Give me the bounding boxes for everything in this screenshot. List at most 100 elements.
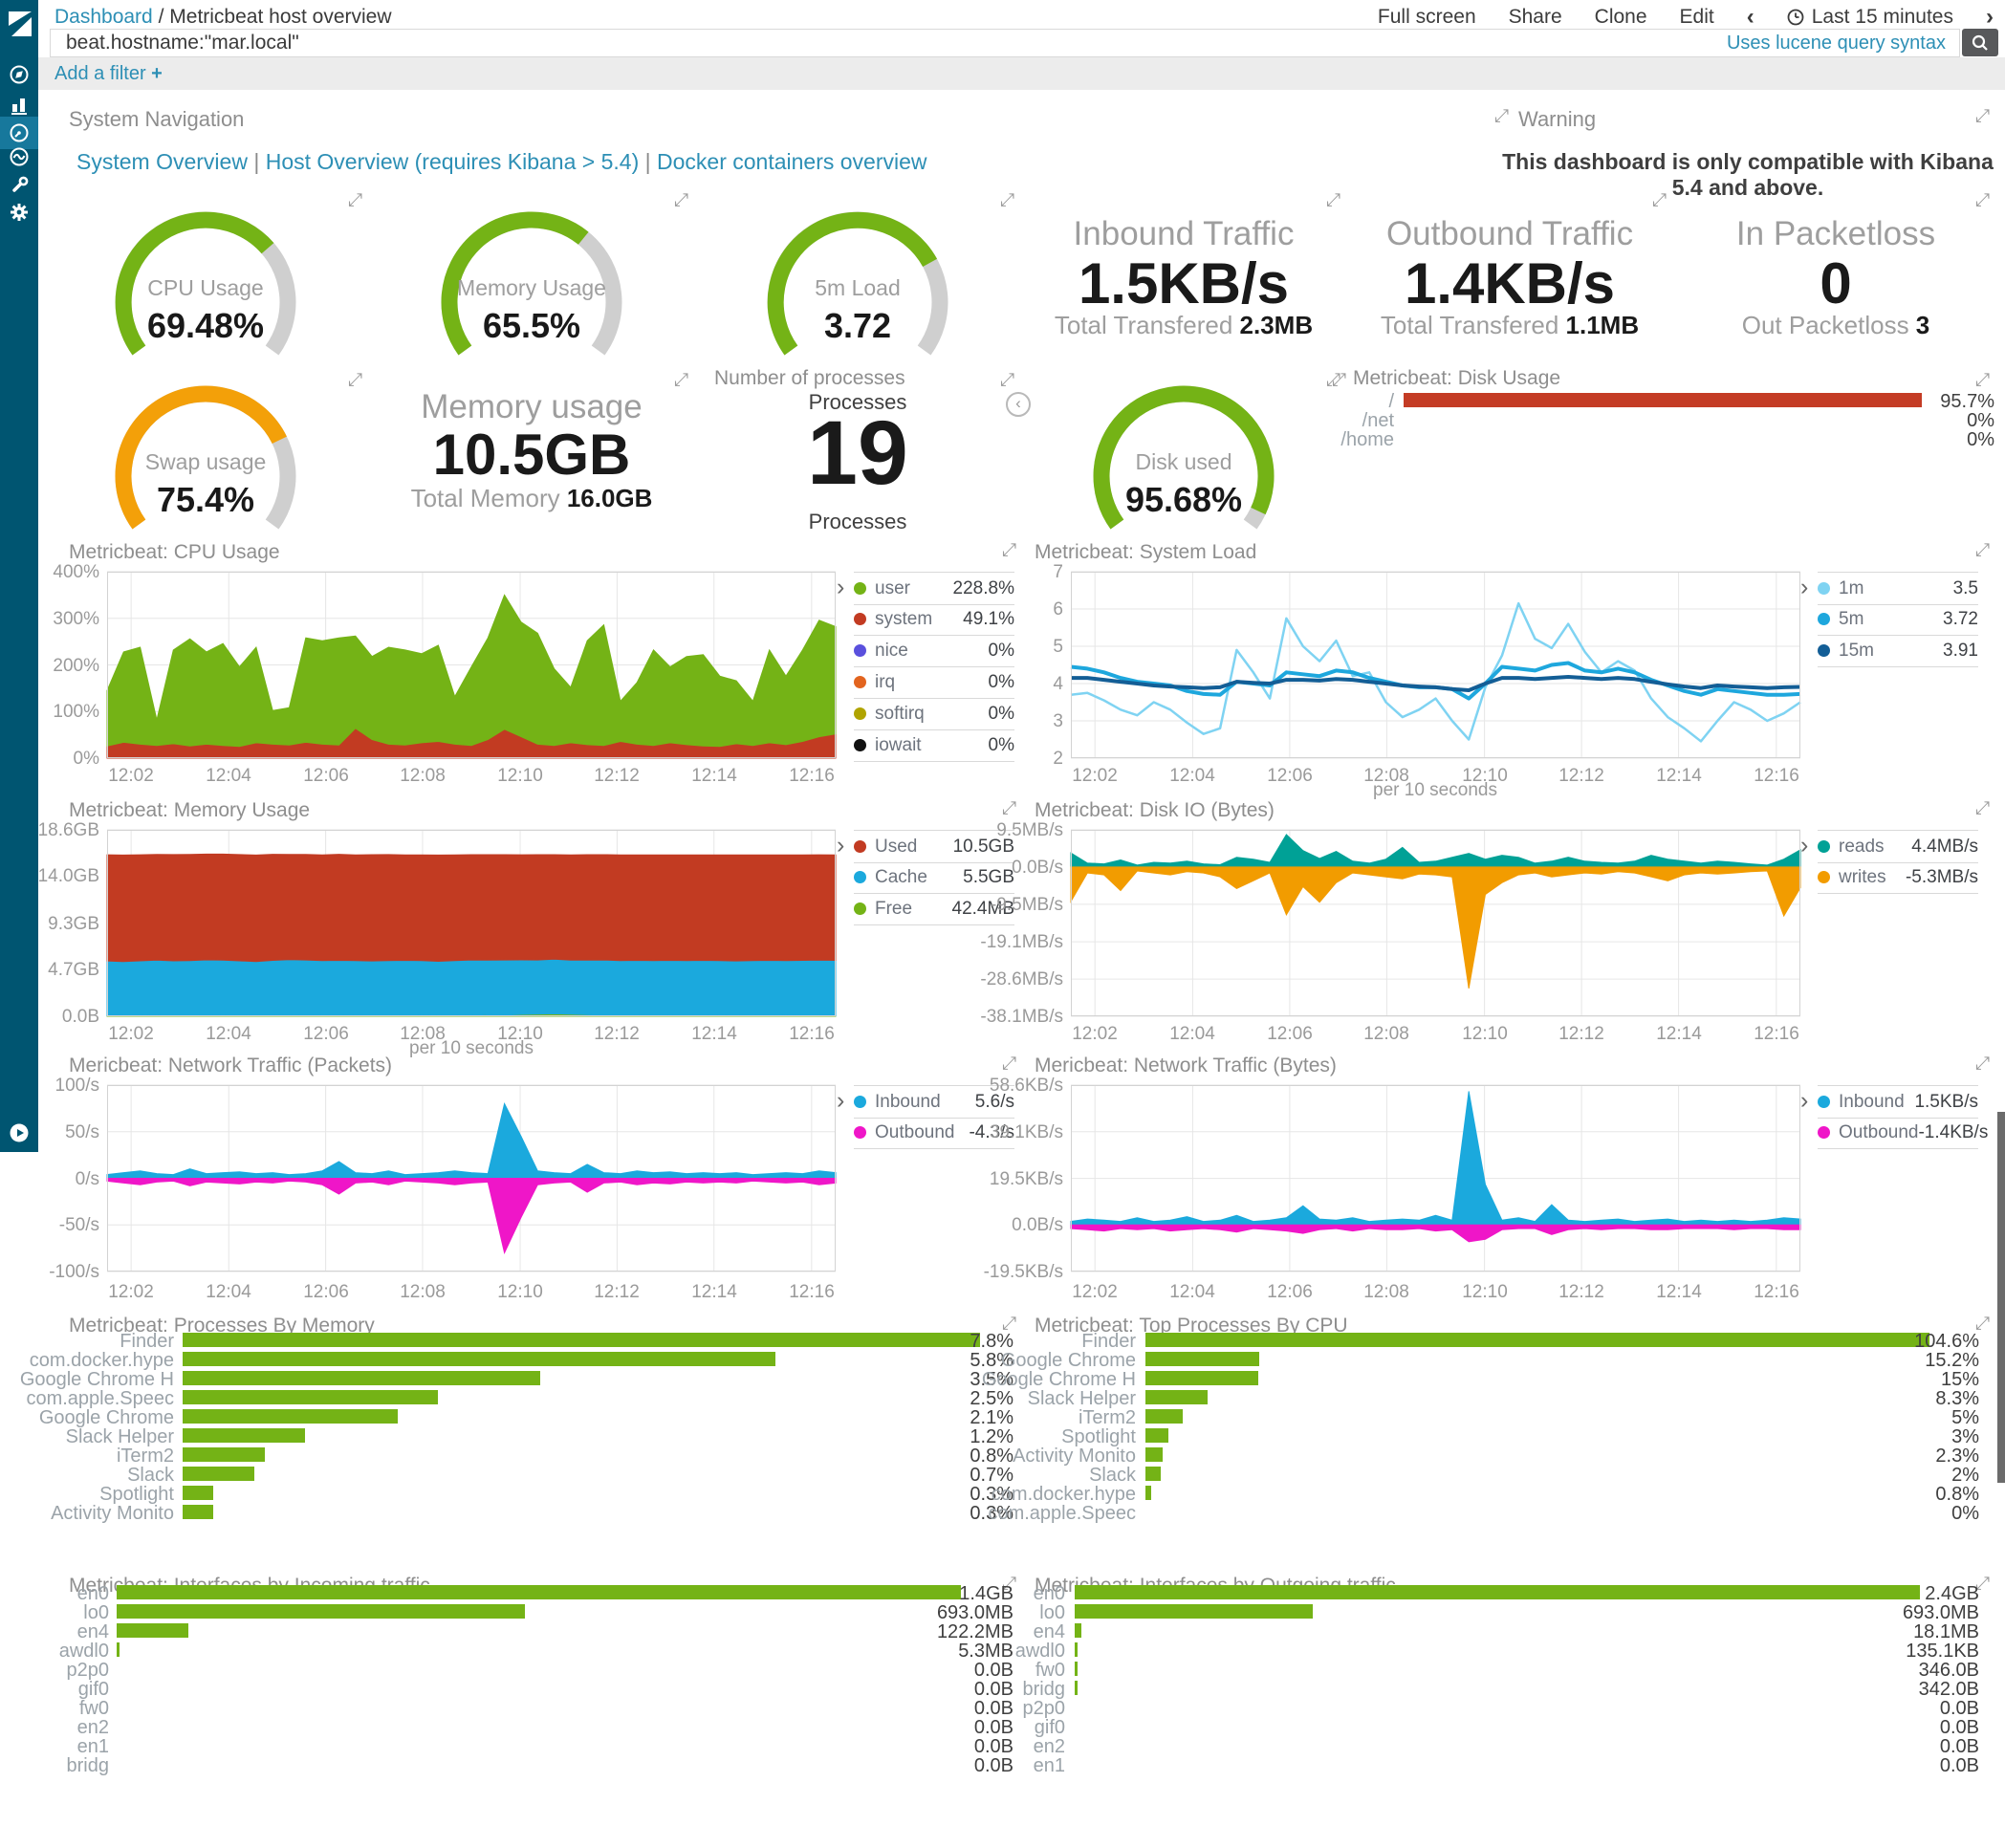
bar-row-value: 0.3% [970, 1503, 1013, 1524]
timelion-icon[interactable] [9, 146, 30, 167]
expand-panel-icon[interactable]: ⤢ [1002, 1054, 1017, 1074]
expand-panel-icon[interactable]: ⤢ [674, 370, 689, 390]
legend-row[interactable]: reads 4.4MB/s [1818, 830, 1978, 863]
bar-row-label: gif0 [1034, 1717, 1065, 1738]
nav-link[interactable]: System Overview [76, 149, 248, 174]
expand-panel-icon[interactable]: ⤢ [1000, 370, 1015, 390]
x-axis-tick: 12:12 [594, 1024, 640, 1044]
legend-color-dot [854, 902, 866, 915]
legend-expand-icon[interactable]: › [837, 1087, 845, 1114]
legend-row[interactable]: irq 0% [854, 666, 1014, 699]
dev-tools-wrench-icon[interactable] [9, 174, 30, 195]
expand-panel-icon[interactable]: ⤢ [1975, 798, 1991, 818]
time-prev-icon[interactable]: ‹ [1746, 4, 1754, 30]
bar [183, 1447, 265, 1462]
legend-row[interactable]: writes -5.3MB/s [1818, 861, 1978, 894]
expand-panel-icon[interactable]: ⤢ [1975, 1054, 1991, 1074]
lucene-syntax-link[interactable]: Uses lucene query syntax [1726, 33, 1946, 54]
legend-row[interactable]: iowait 0% [854, 729, 1014, 762]
expand-panel-icon[interactable]: ⤢ [1975, 370, 1991, 390]
expand-panel-icon[interactable]: ⤢ [1975, 1314, 1991, 1334]
legend-row[interactable]: Inbound 1.5KB/s [1818, 1085, 1978, 1119]
legend-expand-icon[interactable]: › [837, 832, 845, 859]
bar [117, 1585, 961, 1599]
x-axis-tick: 12:06 [303, 1024, 349, 1044]
legend-row[interactable]: nice 0% [854, 635, 1014, 667]
legend-color-dot [854, 644, 866, 657]
legend-expand-icon[interactable]: › [837, 574, 845, 600]
query-input[interactable] [64, 30, 1598, 56]
expand-panel-icon[interactable]: ⤢ [674, 190, 689, 210]
expand-panel-icon[interactable]: ⤢ [348, 190, 363, 210]
x-axis-tick: 12:14 [1656, 1024, 1702, 1044]
nav-link[interactable]: Host Overview (requires Kibana > 5.4) [265, 149, 640, 174]
bar-row-label: awdl0 [58, 1641, 109, 1662]
expand-panel-icon[interactable]: ⤢ [1002, 1314, 1017, 1334]
expand-panel-icon[interactable]: ⤢ [1002, 540, 1017, 560]
visualize-bar-chart-icon[interactable] [9, 95, 30, 116]
expand-panel-icon[interactable]: ⤢ [1326, 190, 1341, 210]
time-next-icon[interactable]: › [1986, 4, 1994, 30]
expand-panel-icon[interactable]: ⤢ [1975, 106, 1991, 126]
dashboard-gauge-icon[interactable] [9, 122, 30, 143]
breadcrumb-dashboard-link[interactable]: Dashboard [54, 6, 153, 28]
expand-panel-icon[interactable]: ⤢ [1975, 540, 1991, 560]
legend-row[interactable]: 1m 3.5 [1818, 572, 1978, 605]
bar-row-label: Google Chrome H [19, 1369, 174, 1390]
legend-label: Used [875, 836, 918, 857]
expand-panel-icon[interactable]: ⤢ [1002, 798, 1017, 818]
full-screen-button[interactable]: Full screen [1377, 6, 1476, 28]
clone-button[interactable]: Clone [1594, 6, 1647, 28]
legend-expand-icon[interactable]: › [1800, 832, 1809, 859]
expand-panel-icon[interactable]: ⤢ [1000, 190, 1015, 210]
x-axis-tick: 12:08 [1363, 766, 1409, 786]
scrollbar-thumb[interactable] [1997, 1112, 2005, 1483]
management-gear-icon[interactable] [9, 202, 30, 223]
bar [183, 1409, 398, 1424]
kibana-logo-icon[interactable] [6, 10, 34, 38]
legend-color-dot [1818, 1096, 1830, 1108]
legend-expand-icon[interactable]: › [1800, 574, 1809, 600]
legend-color-dot [854, 1096, 866, 1108]
legend-row[interactable]: Cache 5.5GB [854, 861, 1014, 894]
expand-panel-icon[interactable]: ⤢ [1002, 1574, 1017, 1594]
nav-link[interactable]: Docker containers overview [657, 149, 927, 174]
legend-row[interactable]: Inbound 5.6/s [854, 1085, 1014, 1119]
expand-panel-icon[interactable]: ⤢ [1332, 370, 1347, 390]
collapse-sidebar-play-icon[interactable] [9, 1122, 30, 1143]
legend-collapse-icon[interactable]: ‹ [1006, 392, 1031, 417]
legend-color-dot [854, 871, 866, 883]
search-button[interactable] [1962, 29, 1998, 56]
expand-panel-icon[interactable]: ⤢ [348, 370, 363, 390]
bar-row-value: 0.0B [973, 1698, 1013, 1719]
bar-row-label: Activity Monito [51, 1503, 174, 1524]
gauge-memory-title: Memory Usage [457, 275, 606, 300]
legend-row[interactable]: 5m 3.72 [1818, 603, 1978, 636]
share-button[interactable]: Share [1508, 6, 1562, 28]
legend-row[interactable]: system 49.1% [854, 603, 1014, 636]
add-filter-button[interactable]: Add a filter + [54, 63, 163, 84]
time-picker[interactable]: Last 15 minutes [1787, 6, 1953, 29]
legend-row[interactable]: Free 42.4MB [854, 893, 1014, 925]
bar-row-label: awdl0 [1014, 1641, 1065, 1662]
legend-color-dot [854, 676, 866, 688]
x-axis-tick: 12:16 [1754, 1024, 1799, 1044]
expand-panel-icon[interactable]: ⤢ [1652, 190, 1667, 210]
legend-row[interactable]: Used 10.5GB [854, 830, 1014, 863]
edit-button[interactable]: Edit [1679, 6, 1714, 28]
legend-expand-icon[interactable]: › [1800, 1087, 1809, 1114]
chart-title-bytes: Mericbeat: Network Traffic (Bytes) [1035, 1054, 1337, 1076]
expand-panel-icon[interactable]: ⤢ [1494, 106, 1510, 126]
expand-panel-icon[interactable]: ⤢ [1326, 370, 1341, 390]
bar-row-label: en4 [1033, 1621, 1065, 1642]
expand-panel-icon[interactable]: ⤢ [1975, 1574, 1991, 1594]
legend-row[interactable]: user 228.8% [854, 572, 1014, 605]
legend-row[interactable]: softirq 0% [854, 698, 1014, 730]
expand-panel-icon[interactable]: ⤢ [1975, 190, 1991, 210]
discover-compass-icon[interactable] [9, 64, 30, 85]
legend-row[interactable]: Outbound -4.3/s [854, 1117, 1014, 1149]
legend-row[interactable]: 15m 3.91 [1818, 635, 1978, 667]
legend-row[interactable]: Outbound -1.4KB/s [1818, 1117, 1988, 1149]
x-axis-tick: 12:04 [1169, 766, 1215, 786]
x-axis-tick: 12:08 [400, 766, 446, 786]
